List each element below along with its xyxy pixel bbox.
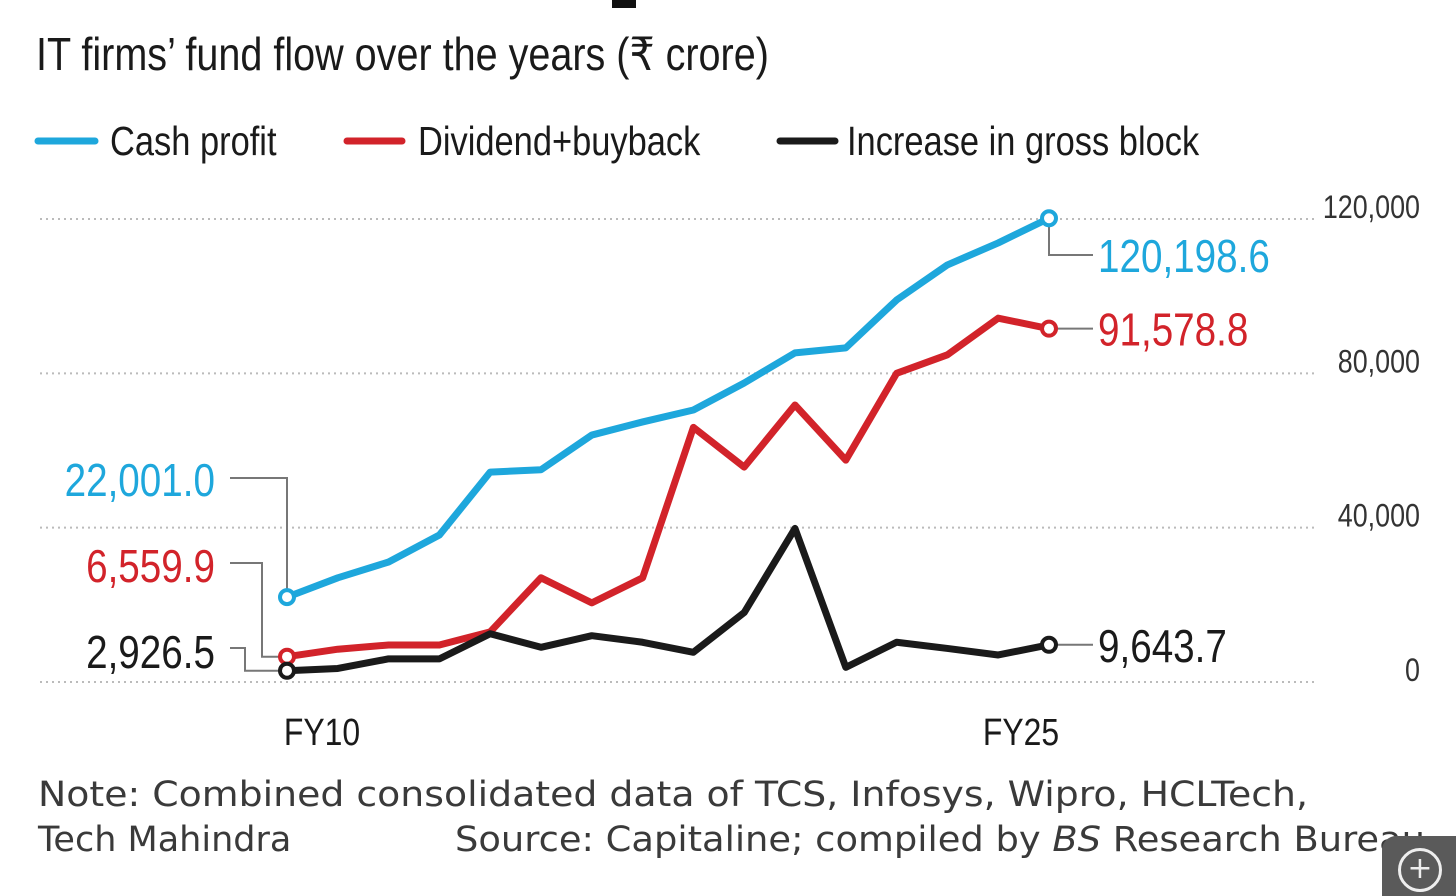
end-value-label: 9,643.7 (1098, 621, 1227, 672)
x-tick-label: FY10 (284, 711, 360, 753)
data-point-marker (1040, 209, 1058, 228)
legend-label: Dividend+buyback (418, 119, 700, 164)
source-italic: BS (1052, 820, 1101, 860)
end-value-label: 120,198.6 (1098, 231, 1270, 282)
leader-line (230, 562, 287, 658)
source-prefix: Source: Capitaline; compiled by (455, 820, 1052, 860)
data-point-marker (1040, 635, 1058, 654)
note-line-1: Note: Combined consolidated data of TCS,… (38, 775, 1308, 815)
legend-item-dividend-buyback: Dividend+buyback (343, 119, 700, 165)
series-line-increase-in-gross-block (283, 524, 1053, 675)
source-line: Source: Capitaline; compiled by BS Resea… (455, 820, 1425, 860)
note-line-2: Tech Mahindra (37, 820, 291, 860)
data-point-marker (278, 588, 296, 607)
y-tick-label: 80,000 (1338, 344, 1420, 380)
leader-line (230, 647, 287, 672)
series-line-dividend-buyback (283, 314, 1053, 661)
data-point-marker (1040, 319, 1058, 338)
legend-item-cash-profit: Cash profit (34, 119, 277, 165)
y-tick-label: 120,000 (1323, 190, 1420, 226)
series-line-cash-profit (283, 214, 1053, 601)
start-value-label: 22,001.0 (65, 455, 215, 506)
leader-line (1048, 218, 1093, 256)
start-value-label: 2,926.5 (86, 627, 215, 678)
leader-lines (230, 218, 1093, 672)
legend-label: Cash profit (110, 119, 277, 164)
data-point-marker (278, 661, 296, 680)
x-tick-label: FY25 (983, 711, 1059, 753)
zoom-button[interactable]: + (1382, 836, 1456, 896)
legend: Cash profit Dividend+buyback Increase in… (34, 119, 1199, 165)
data-point-marker (278, 647, 296, 666)
y-tick-label: 0 (1405, 653, 1420, 689)
leader-line (230, 477, 288, 598)
legend-label: Increase in gross block (847, 119, 1199, 164)
series-lines (278, 209, 1058, 680)
chart-title: IT firms’ fund flow over the years (₹ cr… (36, 29, 769, 80)
cropped-headline-fragment (612, 0, 636, 8)
zoom-in-icon: + (1398, 848, 1442, 892)
legend-item-gross-block: Increase in gross block (776, 119, 1199, 165)
source-suffix: Research Bureau (1101, 820, 1425, 860)
y-axis-ticks: 0 40,000 80,000 120,000 (1323, 190, 1420, 689)
gridlines (40, 218, 1318, 683)
y-tick-label: 40,000 (1338, 499, 1420, 535)
value-labels: 22,001.0 120,198.6 6,559.9 91,578.8 2,926.5 9… (65, 231, 1270, 678)
end-value-label: 91,578.8 (1098, 305, 1248, 356)
start-value-label: 6,559.9 (86, 541, 215, 592)
